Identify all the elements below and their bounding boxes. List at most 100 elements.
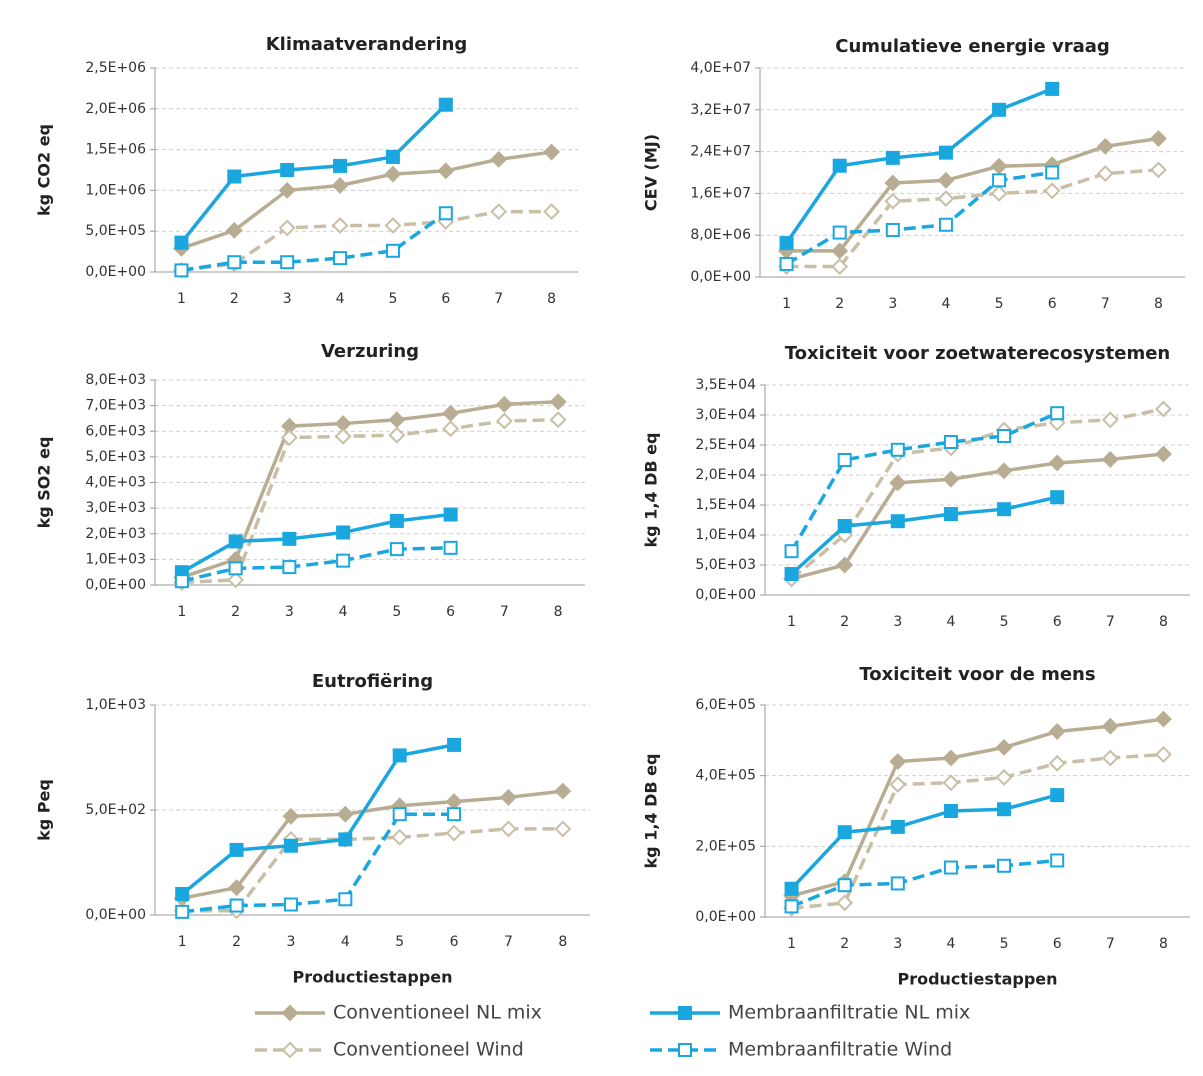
- marker: [228, 561, 243, 576]
- x-tick-label: 3: [285, 604, 294, 620]
- series-line: [181, 812, 455, 914]
- marker: [784, 567, 799, 581]
- marker: [942, 470, 960, 488]
- marker: [990, 184, 1008, 202]
- series-line: [181, 743, 455, 896]
- legend-marker: [281, 1004, 299, 1022]
- y-tick-label: 1,0E+04: [695, 527, 756, 543]
- y-tick-label: 2,5E+06: [85, 60, 146, 76]
- marker: [338, 832, 353, 847]
- marker: [890, 819, 905, 834]
- marker: [384, 165, 402, 183]
- marker: [490, 203, 508, 221]
- marker: [543, 143, 560, 161]
- y-axis-label: kg 1,4 DB eq: [642, 754, 661, 869]
- x-tick-label: 6: [1053, 936, 1062, 952]
- x-tick-label: 1: [178, 934, 187, 950]
- marker: [392, 748, 407, 763]
- marker: [443, 507, 458, 522]
- marker: [229, 842, 244, 857]
- x-tick-label: 6: [446, 604, 455, 620]
- marker: [943, 804, 958, 818]
- legend-label: Conventioneel Wind: [333, 1039, 524, 1061]
- marker: [779, 236, 794, 251]
- marker: [779, 256, 794, 271]
- marker: [331, 217, 349, 234]
- x-tick-label: 8: [1159, 614, 1168, 630]
- marker: [389, 542, 404, 557]
- series-line: [786, 168, 1159, 269]
- x-tick-label: 3: [893, 614, 902, 630]
- marker: [438, 97, 453, 112]
- marker: [943, 435, 958, 449]
- series-line: [790, 411, 1058, 553]
- y-tick-label: 4,0E+07: [690, 60, 751, 76]
- x-tick-label: 6: [1048, 296, 1057, 312]
- marker: [995, 738, 1013, 756]
- marker: [831, 242, 849, 260]
- marker: [443, 540, 458, 555]
- chart-title: Verzuring: [321, 341, 419, 362]
- marker: [889, 753, 907, 770]
- series-line: [790, 793, 1058, 890]
- series-line: [791, 452, 1164, 581]
- y-tick-label: 3,0E+04: [695, 407, 756, 423]
- y-axis-label: kg SO2 eq: [35, 437, 54, 529]
- marker: [554, 782, 572, 800]
- marker: [1101, 411, 1119, 429]
- marker: [885, 222, 900, 237]
- x-tick-label: 5: [395, 934, 404, 950]
- marker: [280, 429, 298, 447]
- marker: [784, 544, 799, 559]
- y-tick-label: 0,0E+00: [85, 264, 146, 280]
- marker: [997, 802, 1012, 817]
- marker: [227, 169, 242, 184]
- x-tick-label: 5: [1000, 936, 1009, 952]
- marker: [438, 206, 453, 221]
- y-tick-label: 5,0E+03: [85, 449, 146, 465]
- legend-marker: [678, 1006, 692, 1020]
- marker: [336, 553, 351, 568]
- marker: [1043, 182, 1061, 200]
- marker: [227, 571, 245, 589]
- marker: [995, 462, 1013, 480]
- y-tick-label: 2,0E+04: [695, 467, 756, 483]
- marker: [938, 145, 953, 160]
- y-tick-label: 1,0E+03: [85, 697, 146, 713]
- marker: [175, 904, 190, 919]
- marker: [938, 217, 953, 232]
- marker: [388, 426, 406, 444]
- x-tick-label: 4: [946, 614, 955, 630]
- marker: [1155, 445, 1172, 463]
- marker: [1045, 81, 1060, 96]
- marker: [997, 502, 1012, 517]
- marker: [837, 519, 852, 533]
- series-line: [790, 495, 1058, 576]
- y-tick-label: 1,0E+06: [85, 182, 146, 198]
- marker: [437, 162, 455, 180]
- marker: [1101, 450, 1119, 468]
- y-tick-label: 2,0E+05: [695, 838, 756, 854]
- x-tick-label: 4: [941, 296, 950, 312]
- marker: [1155, 710, 1172, 728]
- chart-panel: Cumulatieve energie vraag CEV (MJ) 0,0E+00…: [642, 36, 1185, 312]
- marker: [831, 258, 849, 275]
- marker: [942, 774, 960, 792]
- marker: [837, 825, 852, 840]
- y-tick-label: 5,0E+02: [85, 802, 146, 818]
- marker: [388, 411, 406, 429]
- legend-entry: Conventioneel NL mix: [255, 1002, 542, 1024]
- y-tick-label: 2,4E+07: [690, 144, 751, 160]
- x-tick-label: 6: [450, 934, 459, 950]
- marker: [1101, 749, 1119, 767]
- y-tick-label: 6,0E+03: [85, 423, 146, 439]
- x-tick-label: 5: [388, 291, 397, 307]
- marker: [889, 776, 907, 793]
- marker: [280, 163, 295, 177]
- marker: [784, 881, 799, 896]
- y-axis-label: kg CO2 eq: [35, 124, 54, 216]
- x-tick-label: 3: [893, 936, 902, 952]
- series-line: [181, 512, 451, 574]
- chart-panel: Eutrofiëring kg Peq Productiestappen 0,0E+0…: [35, 671, 590, 987]
